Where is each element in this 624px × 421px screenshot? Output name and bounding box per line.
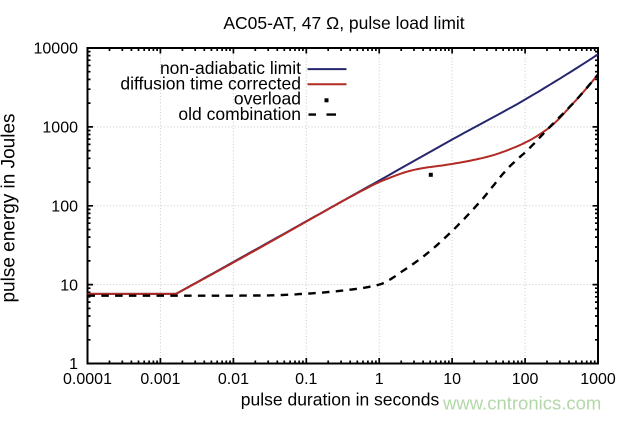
svg-text:100: 100	[51, 198, 78, 215]
svg-text:100: 100	[512, 371, 539, 388]
svg-text:AC05-AT, 47 Ω, pulse load limi: AC05-AT, 47 Ω, pulse load limit	[223, 13, 464, 33]
svg-text:www.cntronics.com: www.cntronics.com	[442, 393, 601, 414]
svg-text:1000: 1000	[42, 120, 78, 137]
svg-text:10: 10	[443, 371, 461, 388]
svg-text:old combination: old combination	[178, 104, 301, 124]
svg-text:0.1: 0.1	[295, 371, 317, 388]
svg-text:diffusion time corrected: diffusion time corrected	[120, 73, 301, 93]
svg-text:1: 1	[69, 356, 78, 373]
svg-text:pulse energy in Joules: pulse energy in Joules	[0, 113, 20, 302]
svg-text:overload: overload	[234, 89, 301, 109]
svg-text:10: 10	[60, 277, 78, 294]
svg-text:1000: 1000	[580, 371, 616, 388]
svg-text:0.01: 0.01	[218, 371, 249, 388]
svg-text:pulse duration in seconds: pulse duration in seconds	[241, 390, 440, 410]
svg-text:0.0001: 0.0001	[63, 371, 112, 388]
svg-text:1: 1	[375, 371, 384, 388]
svg-text:0.001: 0.001	[140, 371, 180, 388]
svg-text:10000: 10000	[34, 41, 79, 58]
svg-text:non-adiabatic limit: non-adiabatic limit	[160, 58, 301, 78]
